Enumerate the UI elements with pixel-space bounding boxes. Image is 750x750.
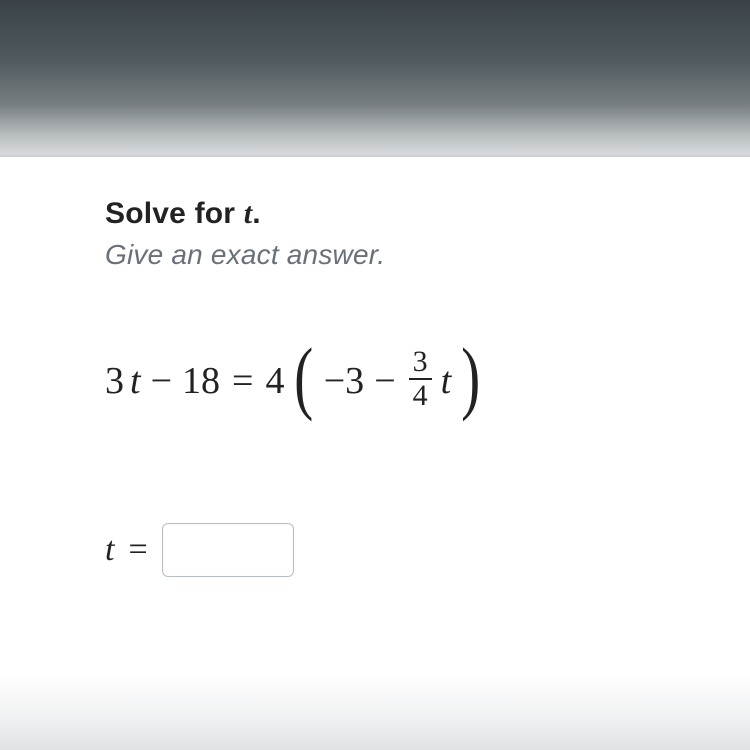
lhs-const: 18	[182, 362, 220, 400]
fraction-denominator: 4	[409, 378, 432, 411]
inner-var: t	[441, 362, 452, 400]
heading-prefix: Solve for	[105, 197, 244, 230]
heading-suffix: .	[252, 197, 261, 230]
heading-variable: t	[244, 197, 253, 230]
inner-op: −	[370, 362, 399, 400]
answer-variable: t	[105, 531, 114, 569]
close-paren-icon: )	[461, 352, 480, 401]
equals-sign: =	[226, 362, 259, 400]
lhs-var: t	[130, 362, 141, 400]
fraction: 3 4	[409, 347, 432, 411]
subheading: Give an exact answer.	[105, 239, 645, 271]
factor: 4	[265, 362, 284, 400]
equation: 3t − 18 = 4 ( −3 − 3 4 t )	[105, 349, 645, 413]
answer-input[interactable]	[162, 523, 294, 577]
fraction-numerator: 3	[409, 347, 432, 378]
answer-row: t =	[105, 523, 645, 577]
open-paren-icon: (	[295, 352, 314, 401]
heading: Solve for t.	[105, 197, 645, 231]
problem-card: Solve for t. Give an exact answer. 3t − …	[0, 155, 750, 637]
answer-equals: =	[128, 531, 147, 569]
inner-first: −3	[324, 362, 364, 400]
lhs-coef: 3	[105, 362, 124, 400]
lhs-op: −	[147, 362, 176, 400]
